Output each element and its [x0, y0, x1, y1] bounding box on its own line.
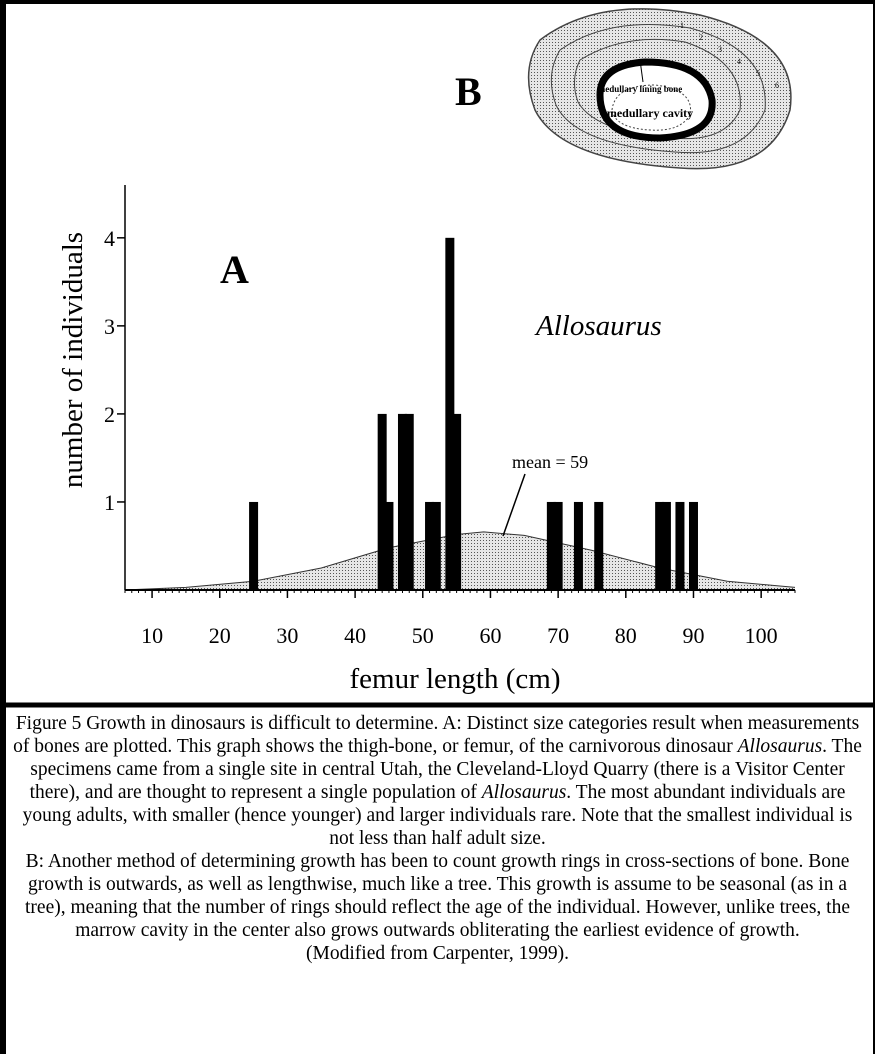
ring-label: 5 — [756, 69, 760, 78]
ring-label: 3 — [718, 45, 722, 54]
ring-label: 6 — [775, 81, 779, 90]
inset-label: medullary lining bone — [598, 84, 683, 94]
ring-label: 4 — [737, 57, 741, 66]
x-tick-label: 100 — [745, 623, 778, 648]
y-axis-label: number of individuals — [57, 232, 89, 488]
ring-label: 1 — [680, 21, 684, 30]
caption-text: Figure 5 Growth in dinosaurs is difficul… — [13, 713, 860, 757]
panel-label: A — [220, 247, 249, 292]
inset-label: medullary cavity — [607, 106, 693, 120]
x-tick-label: 10 — [141, 623, 163, 648]
ring-label: 2 — [699, 33, 703, 42]
bar — [249, 501, 259, 590]
distribution-curve — [124, 531, 796, 591]
bar — [655, 501, 665, 590]
caption: Figure 5 Growth in dinosaurs is difficul… — [10, 712, 865, 965]
x-tick-label: 20 — [209, 623, 231, 648]
bar — [452, 413, 462, 590]
bar — [404, 413, 414, 590]
caption-text: . The specimens came from a single site … — [29, 736, 862, 803]
caption-taxon: Allosaurus — [481, 782, 567, 803]
caption-paragraph: B: Another method of determining growth … — [25, 851, 850, 941]
caption-taxon: Allosaurus — [737, 736, 823, 757]
chart: 10 20 30 40 50 60 70 80 90 100 1 2 3 4 femur length (c… — [0, 8, 875, 708]
x-axis-label: femur length (cm) — [350, 663, 561, 695]
y-tick-label: 3 — [104, 314, 115, 339]
bar — [397, 413, 407, 590]
caption-source: (Modified from Carpenter, 1999). — [306, 943, 569, 964]
bar — [675, 501, 685, 590]
annotation-leader — [502, 473, 526, 537]
panel-label: B — [455, 69, 482, 114]
taxon-label: Allosaurus — [534, 310, 662, 342]
bar — [384, 501, 394, 590]
bar — [661, 501, 671, 590]
inset-diagram — [527, 8, 792, 170]
x-tick-label: 60 — [479, 623, 501, 648]
bar — [573, 501, 583, 590]
y-tick-label: 4 — [104, 226, 115, 251]
bar — [377, 413, 387, 590]
x-tick-label: 80 — [615, 623, 637, 648]
bar — [445, 237, 455, 590]
x-tick-label: 50 — [412, 623, 434, 648]
x-tick-label: 70 — [547, 623, 569, 648]
x-tick-label: 30 — [276, 623, 298, 648]
bar — [546, 501, 556, 590]
bar — [688, 501, 698, 590]
mean-annotation: mean = 59 — [512, 452, 588, 472]
x-tick-label: 40 — [344, 623, 366, 648]
bar — [553, 501, 563, 590]
caption-text: . The most abundant individuals are youn… — [22, 782, 853, 849]
bar — [431, 501, 441, 590]
y-tick-label: 2 — [104, 402, 115, 427]
bar — [594, 501, 604, 590]
caption-paragraph: Figure 5 Growth in dinosaurs is difficul… — [10, 712, 865, 850]
y-tick-label: 1 — [104, 490, 115, 515]
x-tick-label: 90 — [682, 623, 704, 648]
bar — [425, 501, 435, 590]
